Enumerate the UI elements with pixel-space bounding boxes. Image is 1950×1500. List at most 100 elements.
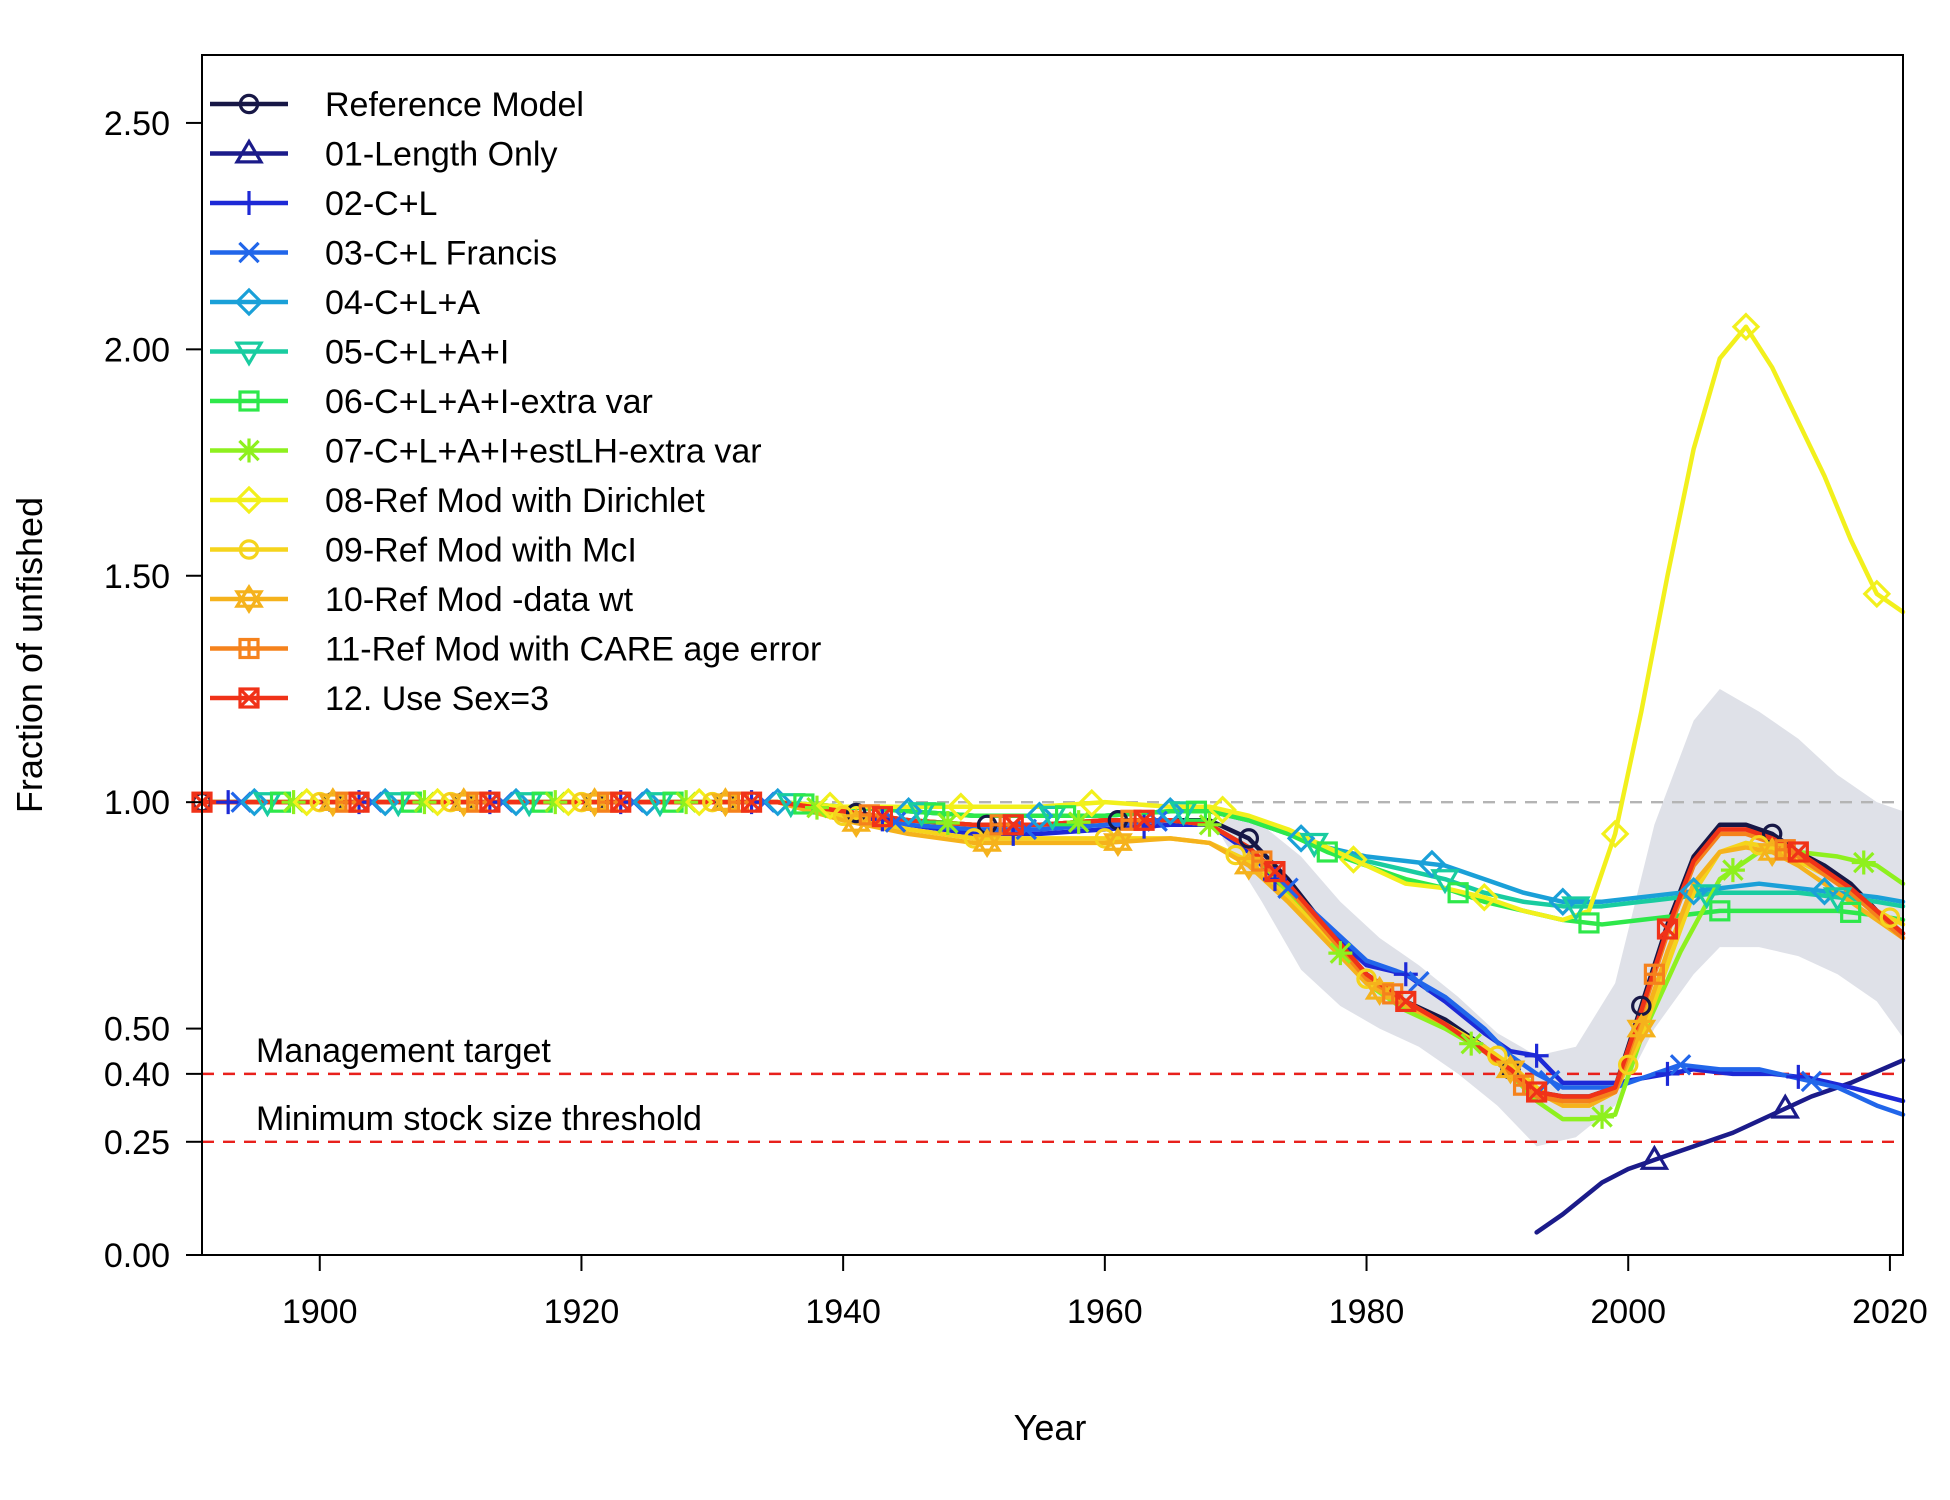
legend-label: 04-C+L+A (325, 284, 480, 322)
series-marker (1561, 896, 1591, 922)
series-marker (1862, 579, 1892, 609)
series-marker (1316, 841, 1338, 863)
x-tick-label: 1980 (1329, 1293, 1405, 1331)
series-marker (1709, 900, 1731, 922)
legend-marker (237, 191, 261, 215)
legend-label: 02-C+L (325, 185, 437, 223)
series-marker (598, 793, 617, 812)
series-marker (1645, 965, 1664, 984)
legend-label: 01-Length Only (325, 136, 558, 174)
legend-marker (240, 639, 258, 658)
legend-marker (234, 590, 264, 615)
legend-label: 10-Ref Mod -data wt (325, 581, 634, 619)
series-marker (1133, 810, 1155, 831)
series-marker (1185, 800, 1208, 822)
series-marker (292, 787, 321, 817)
series-marker (1025, 801, 1054, 831)
series-marker (514, 792, 544, 818)
axes-layer: 1900 1920 1940 1960 1980 2000 2020 0.00 0.25 0.40… (104, 105, 1928, 1331)
series-marker (740, 791, 763, 813)
series-marker (872, 806, 893, 827)
x-tick-label: 1960 (1067, 1293, 1143, 1331)
legend-label: Reference Model (325, 86, 584, 124)
series-marker (348, 792, 370, 813)
series-marker (894, 796, 923, 826)
series-marker (1526, 1081, 1547, 1103)
series-marker (1822, 887, 1853, 913)
x-tick-label: 1900 (282, 1293, 358, 1331)
legend-marker (234, 341, 264, 367)
series-marker (1002, 814, 1024, 836)
y-tick-label: 0.50 (104, 1011, 170, 1049)
series-marker (860, 805, 879, 824)
series-marker (1788, 841, 1809, 863)
series-marker (645, 792, 675, 818)
reference-line-label: Management target (256, 1032, 551, 1070)
series-marker (776, 793, 806, 819)
reference-line-label: Minimum stock size threshold (256, 1100, 702, 1138)
legend-marker (238, 93, 260, 115)
series-marker (1168, 801, 1199, 827)
legend-marker (234, 583, 264, 608)
series-marker (946, 792, 976, 821)
x-tick-label: 2000 (1590, 1293, 1666, 1331)
legend-label: 05-C+L+A+I (325, 334, 509, 372)
series-marker (1003, 814, 1024, 835)
y-tick-label: 0.25 (104, 1124, 170, 1162)
series-marker (1155, 796, 1185, 826)
series-marker (1731, 312, 1761, 341)
series-marker (729, 793, 748, 812)
series-marker (1103, 833, 1133, 858)
series-marker (1787, 841, 1809, 863)
series-marker (1487, 1045, 1508, 1066)
series-marker (972, 834, 1002, 858)
series-marker (317, 793, 348, 818)
series-marker (1264, 861, 1286, 883)
series-marker (1851, 850, 1876, 875)
series-marker (1225, 844, 1246, 866)
y-axis-title: Fraction of unfished (9, 497, 50, 813)
series-marker (1655, 1061, 1680, 1086)
series-marker (906, 802, 937, 828)
series-marker (554, 787, 583, 817)
series-marker (1238, 828, 1260, 849)
series-marker (1364, 975, 1395, 1000)
legend-marker (237, 438, 261, 463)
series-marker (479, 792, 500, 813)
series-marker (1617, 1054, 1639, 1076)
series-marker (610, 791, 632, 813)
x-tick-label: 1940 (805, 1293, 881, 1331)
series-marker (383, 792, 414, 818)
legend-marker (238, 241, 260, 264)
series-marker (317, 787, 348, 811)
series-marker (710, 793, 741, 818)
series-marker (1133, 809, 1155, 831)
legend-marker (238, 539, 260, 560)
series-marker (1578, 912, 1600, 934)
x-tick-label: 1920 (544, 1293, 620, 1331)
series-marker (1776, 840, 1795, 859)
series-marker (1328, 941, 1353, 966)
series-marker (684, 787, 714, 817)
uncertainty-band (1222, 688, 1903, 1147)
series-marker (1408, 971, 1430, 993)
series-marker (1495, 1054, 1526, 1079)
series-marker (1197, 812, 1222, 837)
series-marker (763, 787, 792, 817)
y-tick-label: 1.50 (104, 558, 170, 596)
series-marker (924, 802, 946, 824)
uncertainty-band-layer (1222, 688, 1903, 1147)
series-marker (1639, 1144, 1670, 1170)
series-marker (1626, 1019, 1657, 1044)
series-marker (1233, 856, 1264, 881)
series-marker (1600, 819, 1630, 849)
series-marker (841, 807, 872, 832)
series-marker (1393, 962, 1418, 987)
series-marker (448, 787, 479, 811)
legend-label: 06-C+L+A+I-extra var (325, 383, 653, 421)
series-marker (741, 792, 762, 813)
series-marker (1103, 826, 1133, 851)
legend-label: 09-Ref Mod with McI (325, 532, 637, 570)
series-marker (252, 792, 283, 818)
series-marker (1757, 843, 1788, 868)
